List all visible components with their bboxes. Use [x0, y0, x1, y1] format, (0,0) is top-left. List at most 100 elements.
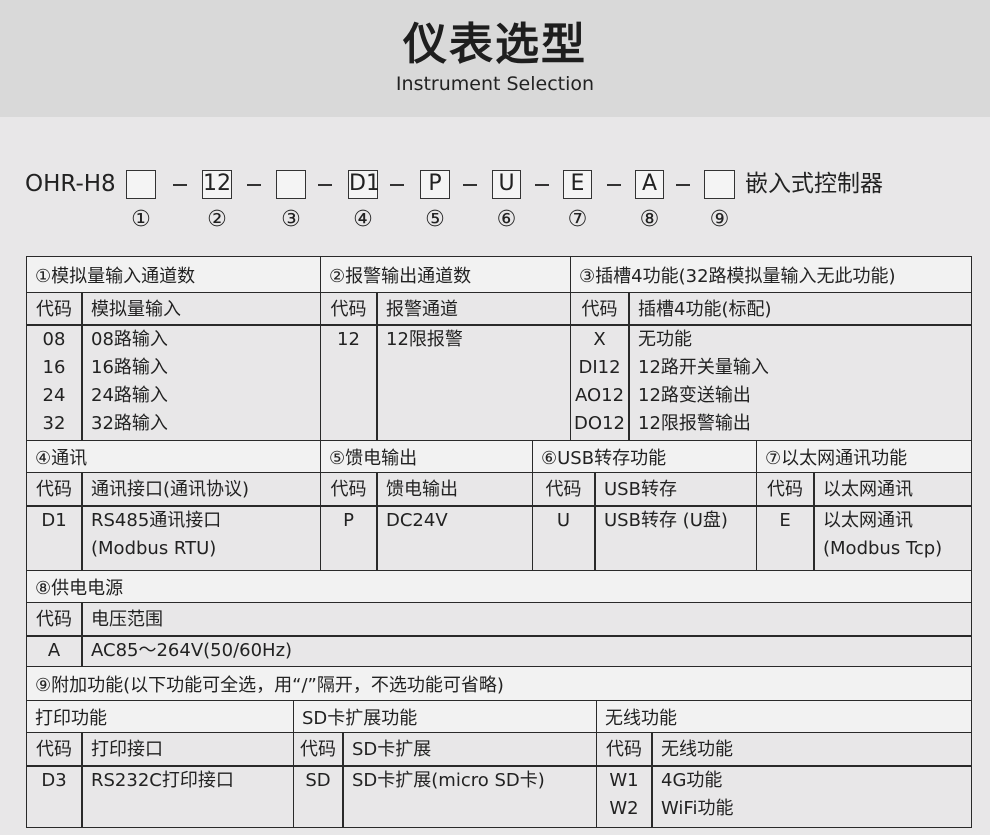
row-code: 16	[42, 357, 66, 378]
column-divider	[594, 473, 596, 570]
row-description: 24路输入	[91, 385, 168, 406]
code-column-header: 代码	[545, 479, 582, 500]
row-code: AO12	[574, 385, 625, 406]
row-code: E	[779, 510, 791, 531]
code-column-header: 代码	[330, 479, 367, 500]
column-divider	[342, 733, 344, 827]
column-divider	[81, 603, 83, 666]
row-description: WiFi功能	[661, 798, 734, 819]
row-code: A	[47, 640, 61, 661]
section-title: SD卡扩展功能	[294, 701, 596, 733]
model-code-box-2: 12	[202, 170, 232, 199]
section-10: 打印功能代码 打印接口 D3 RS232C打印接口	[26, 700, 294, 828]
position-marker-3: ③	[281, 207, 301, 232]
model-code-box-9	[704, 170, 735, 199]
section-12: 无线功能 代码 无线功能 W1 4G功能 W2 WiFi功能	[596, 700, 972, 828]
position-marker-4: ④	[353, 207, 373, 232]
row-code: U	[556, 510, 571, 531]
row-description: DC24V	[386, 510, 448, 531]
header-divider	[294, 765, 596, 767]
model-separator	[463, 184, 477, 186]
header-divider	[533, 505, 756, 507]
code-column-header: 代码	[767, 479, 803, 500]
section-title: ⑥USB转存功能	[533, 441, 756, 473]
row-description: 32路输入	[91, 413, 168, 434]
section-7: ⑦以太网通讯功能 代码 以太网通讯 E 以太网通讯 (Modbus Tcp)	[756, 440, 972, 571]
section-2: ②报警输出通道数 代码 报警通道 12 12限报警	[320, 256, 571, 441]
section-8: ⑧供电电源 代码 电压范围 A AC85～264V(50/60Hz)	[26, 570, 972, 667]
name-column-header: 打印接口	[91, 739, 163, 760]
model-suffix: 嵌入式控制器	[745, 171, 883, 197]
section-title: ③插槽4功能(32路模拟量输入无此功能)	[571, 257, 971, 293]
name-column-header: USB转存	[604, 479, 677, 500]
column-divider	[376, 293, 378, 440]
header-divider	[321, 505, 532, 507]
column-divider	[81, 473, 83, 570]
code-column-header: 代码	[300, 739, 336, 760]
page-title: 仪表选型	[403, 19, 587, 70]
code-column-header: 代码	[36, 299, 72, 320]
model-code-box-3	[276, 170, 306, 199]
column-divider	[628, 293, 630, 440]
name-column-header: 插槽4功能(标配)	[638, 299, 772, 320]
row-code: SD	[305, 770, 331, 791]
code-column-header: 代码	[36, 739, 72, 760]
row-code: D3	[41, 770, 67, 791]
model-separator	[247, 184, 261, 186]
position-marker-7: ⑦	[567, 207, 588, 232]
row-code: X	[593, 329, 606, 350]
column-divider	[651, 733, 653, 827]
row-code: 32	[42, 413, 66, 434]
position-marker-6: ⑥	[496, 207, 517, 232]
model-code-box-8: A	[635, 170, 664, 199]
code-column-header: 代码	[36, 479, 72, 500]
column-divider	[81, 733, 83, 827]
row-description: RS232C打印接口	[91, 770, 234, 791]
row-description: 16路输入	[91, 357, 168, 378]
code-column-header: 代码	[606, 739, 642, 760]
header-divider	[597, 765, 971, 767]
row-description: RS485通讯接口	[91, 510, 222, 531]
name-column-header: SD卡扩展	[352, 739, 432, 760]
code-column-header: 代码	[581, 299, 618, 320]
header-divider	[27, 765, 293, 767]
section-1: ①模拟量输入通道数 代码 模拟量输入 08 08路输入 16 16路输入 24 24路输入 32 3…	[26, 256, 321, 441]
row-description: 12限报警输出	[638, 413, 751, 434]
row-description: AC85～264V(50/60Hz)	[91, 640, 293, 661]
section-6: ⑥USB转存功能 代码 USB转存 U USB转存 (U盘)	[532, 440, 757, 571]
section-title: ⑤馈电输出	[321, 441, 532, 473]
code-column-header: 代码	[330, 299, 367, 320]
model-separator	[173, 184, 187, 186]
position-marker-9: ⑨	[709, 207, 730, 232]
section-4: ④通讯 代码 通讯接口(通讯协议) D1 RS485通讯接口 (Modbus RTU)	[26, 440, 321, 571]
position-marker-8: ⑧	[639, 207, 660, 232]
model-separator	[535, 184, 549, 186]
section-title: 打印功能	[27, 701, 293, 733]
row-code: D1	[41, 510, 67, 531]
name-column-header: 报警通道	[386, 299, 458, 320]
row-code: W2	[609, 798, 639, 819]
row-description: 无功能	[638, 329, 692, 350]
section-title: ④通讯	[27, 441, 320, 473]
name-column-header: 无线功能	[661, 739, 733, 760]
model-code-box-7: E	[563, 170, 592, 199]
row-code: DI12	[578, 357, 621, 378]
section-9: ⑨附加功能(以下功能可全选，用“/”隔开，不选功能可省略)	[26, 666, 972, 701]
row-code: 08	[42, 329, 66, 350]
name-column-header: 以太网通讯	[823, 479, 913, 500]
column-divider	[81, 293, 83, 440]
section-title: ①模拟量输入通道数	[27, 257, 320, 293]
row-code: W1	[609, 770, 639, 791]
model-code-box-1	[126, 170, 156, 199]
code-column-header: 代码	[36, 609, 72, 630]
row-description: (Modbus RTU)	[91, 538, 217, 559]
model-separator	[390, 184, 404, 186]
name-column-header: 电压范围	[91, 609, 163, 630]
header-divider	[27, 324, 320, 326]
model-code-box-6: U	[492, 170, 521, 199]
header-divider	[757, 505, 971, 507]
row-description: SD卡扩展(micro SD卡)	[352, 770, 545, 791]
row-code: 24	[42, 385, 66, 406]
header-divider	[27, 635, 971, 637]
header-divider	[27, 505, 320, 507]
